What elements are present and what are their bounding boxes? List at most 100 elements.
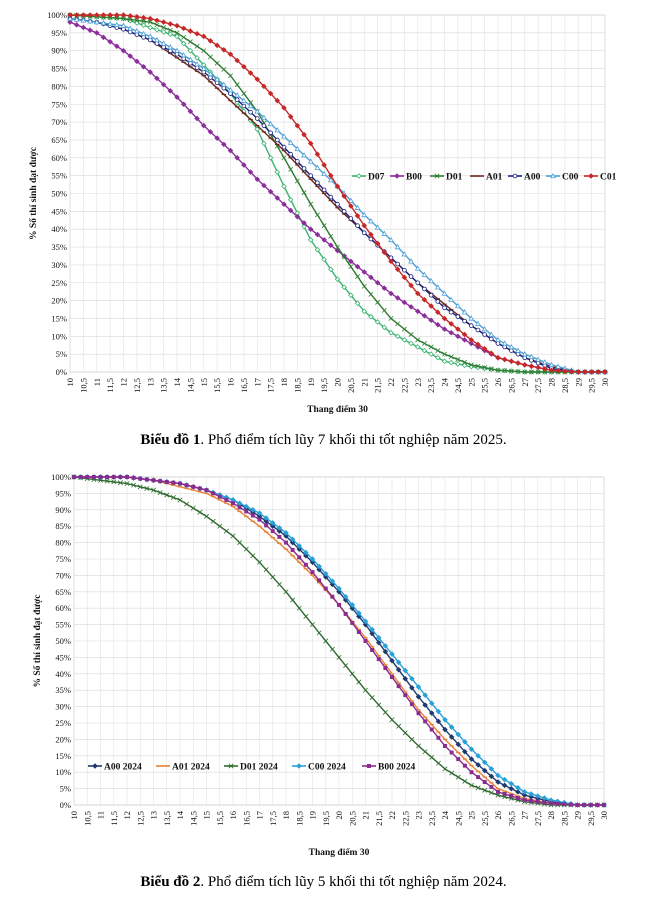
x-tick-label: 18,5: [292, 378, 302, 393]
data-point: [234, 57, 240, 64]
data-point: [301, 152, 307, 158]
data-point: [462, 318, 467, 324]
data-point: [250, 507, 256, 513]
data-point: [327, 177, 334, 183]
data-point: [428, 292, 434, 298]
legend-item: C00 2024: [308, 763, 346, 773]
data-point: [348, 216, 354, 221]
data-point: [294, 178, 300, 184]
data-point: [247, 103, 254, 109]
data-point: [348, 203, 354, 209]
data-point: [93, 19, 100, 25]
data-point: [151, 478, 156, 483]
data-point: [515, 796, 520, 801]
data-point: [469, 770, 474, 775]
data-point: [501, 776, 508, 783]
legend: D07 B00 D01 A01 A00 C00 C01: [352, 173, 617, 183]
data-point: [237, 540, 243, 546]
data-point: [207, 54, 213, 60]
data-point: [388, 329, 394, 336]
data-point: [401, 337, 408, 343]
data-point: [521, 362, 528, 368]
y-tick-label: 40%: [51, 224, 67, 234]
data-point: [127, 53, 133, 59]
data-point: [408, 340, 414, 347]
data-point: [290, 597, 296, 603]
x-tick-label: 25: [467, 811, 477, 820]
data-point: [415, 337, 421, 343]
legend-item: A00 2024: [104, 763, 142, 773]
data-point: [374, 224, 381, 230]
data-point: [422, 702, 428, 708]
data-point: [442, 716, 448, 723]
data-point: [488, 331, 495, 337]
data-point: [316, 563, 322, 570]
data-point: [341, 254, 347, 260]
data-point: [416, 711, 421, 716]
x-tick-label: 13: [149, 811, 159, 820]
data-point: [475, 363, 481, 369]
data-point: [93, 30, 100, 36]
data-point: [369, 695, 375, 701]
x-tick-label: 14,5: [185, 378, 195, 393]
data-point: [177, 497, 183, 503]
data-point: [442, 305, 447, 311]
data-point: [515, 789, 521, 795]
data-point: [382, 643, 389, 649]
data-point: [395, 261, 400, 267]
data-point: [191, 484, 196, 489]
data-point: [289, 539, 296, 546]
data-point: [107, 12, 113, 18]
data-point: [248, 99, 254, 105]
data-point: [394, 295, 401, 301]
data-point: [154, 26, 160, 33]
data-point: [105, 475, 110, 479]
data-point: [602, 803, 606, 807]
data-point: [254, 176, 261, 182]
data-point: [154, 36, 160, 43]
x-tick-label: 27: [520, 378, 530, 387]
data-point: [508, 343, 515, 350]
x-tick-label: 29: [573, 811, 583, 820]
data-point: [482, 780, 487, 785]
data-point: [261, 123, 267, 128]
data-point: [354, 263, 361, 270]
data-point: [275, 137, 280, 143]
data-point: [144, 485, 150, 491]
x-tick-label: 29,5: [586, 811, 596, 826]
data-point: [521, 351, 528, 357]
data-point: [297, 555, 302, 560]
x-tick-label: 27,5: [533, 378, 543, 393]
y-tick-label: 60%: [55, 603, 71, 613]
data-point: [428, 344, 434, 350]
data-point: [394, 333, 401, 340]
data-point: [582, 803, 587, 807]
data-point: [375, 639, 382, 646]
data-point: [462, 359, 468, 365]
data-point: [321, 223, 327, 229]
data-point: [140, 22, 147, 29]
data-point: [354, 213, 361, 219]
legend-item: B00 2024: [378, 763, 415, 773]
data-point: [408, 304, 414, 310]
legend-item: C01: [600, 173, 617, 183]
data-point: [409, 684, 415, 691]
data-point: [428, 303, 434, 309]
data-point: [408, 332, 414, 337]
data-point: [154, 41, 160, 46]
data-point: [329, 578, 336, 584]
data-point: [257, 517, 262, 522]
x-tick-label: 18: [279, 378, 289, 387]
data-point: [462, 778, 468, 784]
data-point: [274, 97, 281, 104]
x-tick-label: 25,5: [480, 811, 490, 826]
x-tick-label: 12: [119, 378, 129, 387]
data-point: [548, 361, 555, 368]
data-point: [402, 730, 408, 736]
data-point: [394, 266, 401, 273]
x-axis-title: Thang điểm 30: [307, 404, 368, 415]
data-point: [323, 586, 328, 591]
data-point: [100, 34, 107, 41]
data-point: [301, 190, 307, 196]
legend-item: D07: [368, 173, 385, 183]
